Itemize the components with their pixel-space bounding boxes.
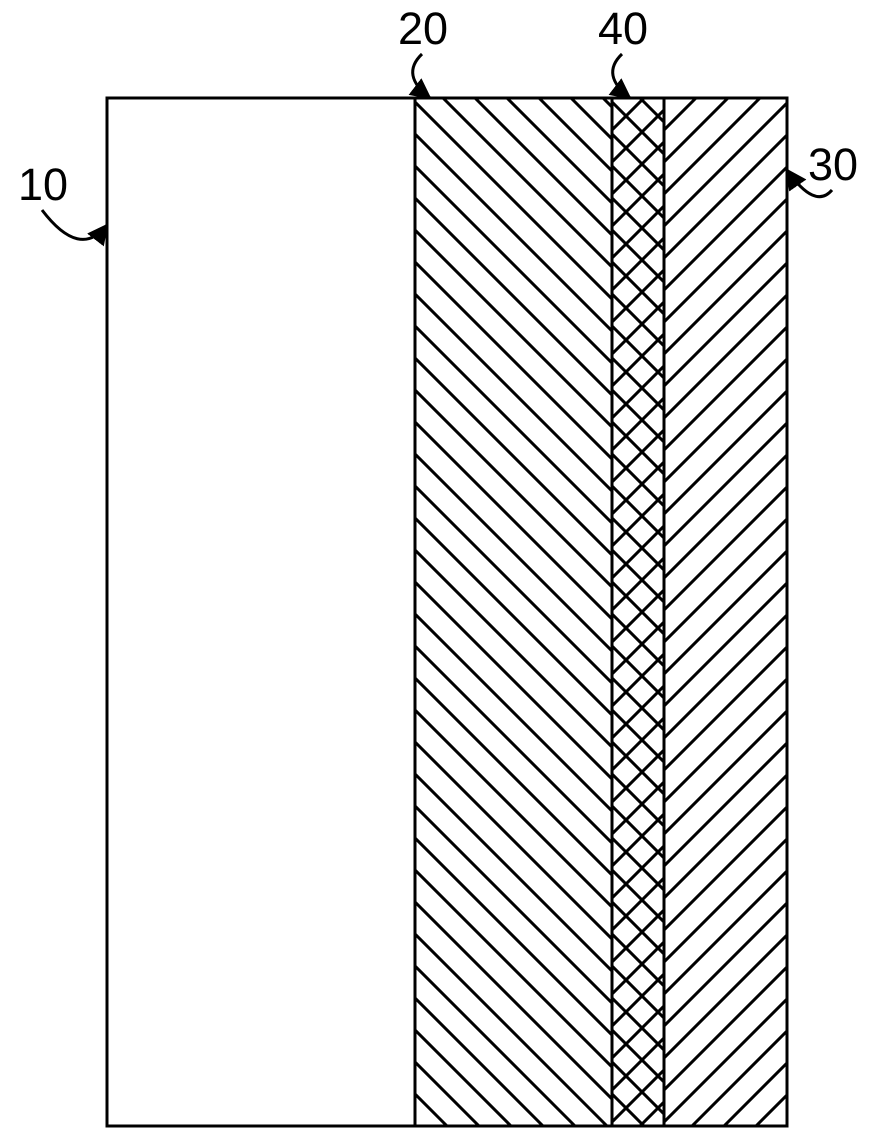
- label-10: 10: [18, 159, 68, 210]
- label-30: 30: [808, 139, 858, 190]
- label-40: 40: [598, 3, 648, 54]
- label-20: 20: [398, 3, 448, 54]
- layer-diagram: 10 20 40 30: [0, 0, 894, 1138]
